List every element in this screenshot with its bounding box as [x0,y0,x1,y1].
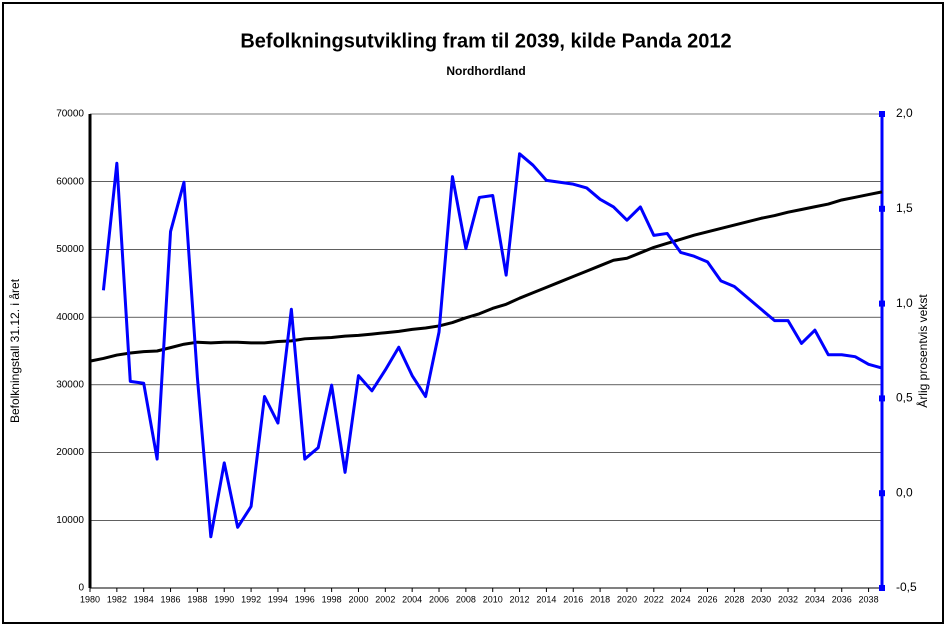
x-tick-label: 2008 [456,594,476,604]
x-tick-label: 2028 [724,594,744,604]
x-tick-label: 2012 [510,594,530,604]
chart-frame [2,2,944,624]
x-tick-label: 1986 [161,594,181,604]
x-tick-label: 1980 [80,594,100,604]
y-tick-label: 0 [78,583,84,594]
x-tick-label: 2014 [536,594,556,604]
y2-tick [879,395,885,402]
x-tick-label: 2032 [778,594,798,604]
x-tick-label: 2022 [644,594,664,604]
x-tick-label: 2034 [805,594,825,604]
y2-tick [879,300,885,307]
x-tick-label: 2030 [751,594,771,604]
x-tick-label: 2024 [671,594,691,604]
x-tick-label: 1994 [268,594,288,604]
y-tick-label: 50000 [56,244,84,255]
series-line [101,152,883,539]
x-tick-label: 2038 [859,594,879,604]
y2-tick [879,111,885,117]
y2-tick-label: 1,5 [896,201,913,215]
y2-tick [879,490,885,497]
x-tick-label: 2010 [483,594,503,604]
x-tick-label: 2020 [617,594,637,604]
x-tick-label: 1990 [214,594,234,604]
y2-tick-label: 0,0 [896,485,913,499]
chart-title: Befolkningsutvikling fram til 2039, kild… [240,30,731,52]
x-tick-label: 2000 [348,594,368,604]
y-tick-label: 40000 [56,312,84,323]
y-tick-label: 70000 [56,109,84,120]
x-tick-label: 2016 [563,594,583,604]
y2-tick-label: 2,0 [896,106,913,120]
chart-subtitle: Nordhordland [446,64,525,78]
x-tick-label: 1982 [107,594,127,604]
x-tick-label: 1984 [134,594,154,604]
y-tick-label: 10000 [56,515,84,526]
y2-tick-label: 1,0 [896,296,913,310]
y2-tick-label: 0,5 [896,391,913,405]
x-tick-label: 1998 [322,594,342,604]
x-tick-label: 1988 [187,594,207,604]
x-tick-label: 2006 [429,594,449,604]
x-tick-label: 1996 [295,594,315,604]
y-tick-label: 60000 [56,176,84,187]
x-tick-label: 2026 [697,594,717,604]
x-tick-label: 1992 [241,594,261,604]
x-tick-label: 2004 [402,594,422,604]
y2-tick-label: -0,5 [896,580,917,594]
y-tick-label: 20000 [56,447,84,458]
x-tick-label: 2036 [832,594,852,604]
y-tick-label: 30000 [56,379,84,390]
series-line [89,190,883,363]
y2-tick [879,585,885,591]
y2-axis-title: Årlig prosentvis vekst [915,294,930,408]
y-axis-title: Befolkningstall 31.12. i året [8,278,22,423]
x-tick-label: 2018 [590,594,610,604]
x-tick-label: 2002 [375,594,395,604]
y2-tick [879,205,885,212]
